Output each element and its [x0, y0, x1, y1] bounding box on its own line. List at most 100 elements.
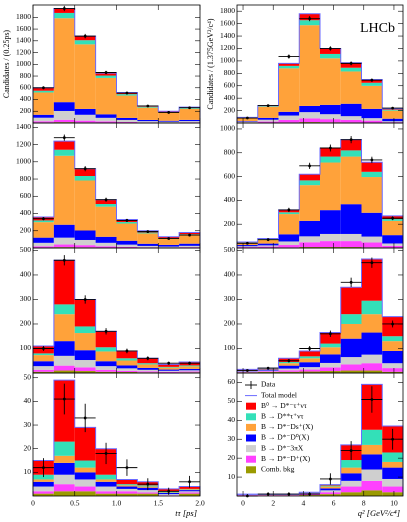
stack-segment [320, 233, 341, 242]
stack-segment [95, 75, 117, 78]
stack-segment [33, 486, 54, 492]
x-tick-label: 4 [302, 499, 306, 508]
stack-segment [53, 224, 75, 238]
stack-segment [179, 489, 200, 491]
stack-segment [320, 494, 341, 496]
data-point [42, 217, 45, 221]
y-tick-label: 1200 [16, 139, 31, 148]
stack-segment [116, 117, 138, 120]
stack-segment [278, 241, 300, 246]
panel: 200 400 600 800 1000 [220, 122, 404, 249]
stack-segment [74, 114, 96, 121]
y-tick-label: 1200 [16, 47, 31, 56]
stack-segment [278, 115, 300, 120]
y-tick-label: 300 [224, 294, 236, 303]
stack-segment [74, 371, 96, 373]
data-point [266, 238, 270, 242]
total-model [32, 379, 201, 496]
stack-segment [257, 119, 279, 122]
stack-segment [116, 485, 138, 487]
panel: 200 400 600 800 1000 1200 1400 1600 1800 Candidat… [206, 4, 404, 124]
stack-segment [33, 479, 54, 482]
stack-segment [179, 491, 200, 493]
stack-segment [33, 491, 54, 494]
stack-segment [382, 235, 403, 244]
data-point [328, 47, 332, 50]
stack-segment [95, 331, 117, 348]
stack-segment [53, 304, 75, 315]
stack-segment [361, 171, 383, 178]
stack-segment [320, 362, 341, 368]
y-tick-label: 400 [224, 270, 236, 279]
data-point [42, 466, 45, 470]
data-point [83, 167, 87, 171]
stack-segment [278, 65, 300, 69]
stack-segment [320, 119, 341, 123]
data-point [245, 241, 249, 245]
stack-segment [74, 472, 96, 480]
data-point [391, 437, 395, 441]
stack-segment [33, 220, 54, 223]
y-tick-label: 1000 [220, 56, 235, 65]
stack-segment [361, 236, 383, 243]
stack-segment [179, 247, 200, 248]
stack-segment [158, 371, 180, 373]
data-point [245, 116, 249, 120]
stack-segment [95, 481, 117, 487]
stack-segment [53, 355, 75, 366]
stack-segment [179, 119, 200, 122]
y-tick-label: 600 [224, 80, 236, 89]
data-point [83, 298, 87, 301]
legend-swatch [246, 423, 256, 431]
stack-segment [179, 243, 200, 246]
stack-segment [158, 246, 180, 248]
stack-segment [33, 242, 54, 247]
data-point [188, 106, 191, 110]
stack-segment [53, 18, 75, 103]
stack-segment [53, 314, 75, 342]
y-tick-label: 600 [224, 171, 236, 180]
stack-segment [74, 239, 96, 246]
stack-segment [158, 364, 180, 367]
stack-segment [95, 361, 117, 367]
stack-segment [74, 168, 96, 177]
y-tick-label: 200 [20, 106, 32, 115]
stack-segment [53, 365, 75, 371]
legend-label: B → D*⁻3πX [261, 443, 304, 452]
stack-segment [53, 12, 75, 19]
stack-segment [137, 107, 159, 120]
stack-segment [361, 177, 383, 213]
stack-segment [116, 221, 138, 224]
stack-segment [361, 354, 383, 364]
y-tick-label: 20 [24, 443, 32, 452]
stack-segment [340, 473, 362, 481]
stack-segment [257, 371, 279, 373]
data-point [167, 489, 171, 493]
y-tick-label: 10 [228, 472, 236, 481]
y-tick-label: 50 [24, 372, 32, 381]
stack-segment [179, 108, 200, 120]
data-point [125, 466, 129, 470]
y-tick-label: 30 [228, 434, 236, 443]
stack-segment [95, 493, 117, 496]
stack-segment [95, 73, 117, 76]
stack-segment [116, 372, 138, 373]
stack-segment [53, 484, 75, 492]
stack-segment [299, 20, 320, 26]
legend-swatch [246, 413, 256, 421]
stack-segment [361, 300, 383, 315]
stack-segment [158, 121, 180, 123]
data-point [308, 164, 312, 168]
stack-segment [257, 372, 279, 373]
stack-segment [257, 106, 279, 118]
stack-segment [361, 370, 383, 373]
y-tick-label: 100 [224, 343, 236, 352]
data-point [104, 329, 108, 333]
stack-segment [95, 199, 117, 205]
stack-segment [137, 121, 159, 123]
stack-segment [299, 369, 320, 372]
data-point [104, 452, 108, 455]
data-point [287, 55, 291, 58]
stack-segment [340, 486, 362, 493]
